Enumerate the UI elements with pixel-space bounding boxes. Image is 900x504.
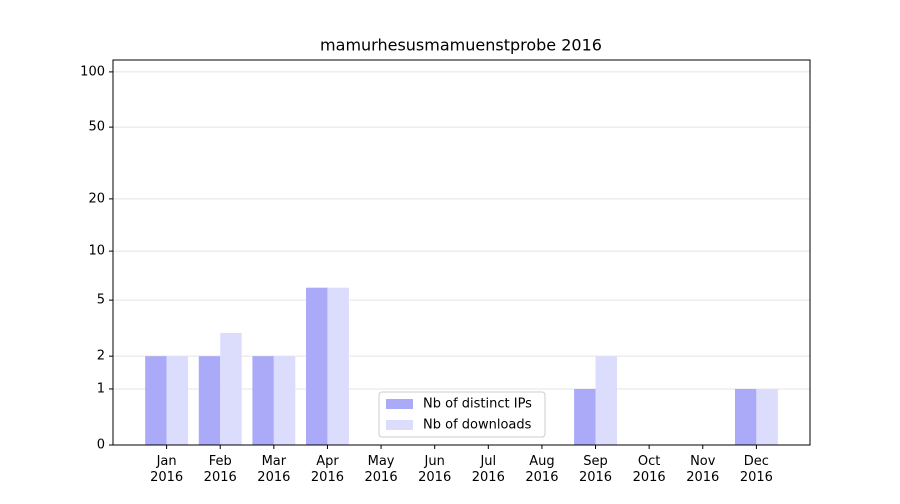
x-tick-label: Feb 2016 [204,454,237,485]
y-tick-label: 0 [97,438,105,453]
x-tick-label: Jan 2016 [150,454,183,485]
legend-swatch [386,420,413,430]
y-tick-label: 2 [97,349,105,364]
bar [756,388,778,445]
bar [198,356,221,445]
legend-frame [378,391,546,438]
plot-frame [112,59,811,446]
bar [220,332,242,445]
x-tick-label: Jun 2016 [418,454,451,485]
x-tick-label: Oct 2016 [633,454,666,485]
bar [273,356,296,445]
y-tick-label: 5 [97,293,105,308]
bar [574,388,596,445]
bar [306,287,328,445]
legend-label: Nb of distinct IPs [423,397,532,412]
x-tick-label: Apr 2016 [311,454,344,485]
x-tick-label: Dec 2016 [740,454,773,485]
x-tick-label: Nov 2016 [686,454,719,485]
bar [734,388,757,445]
bar [145,356,167,445]
y-tick-label: 20 [88,191,105,206]
x-tick-label: Aug 2016 [525,454,558,485]
x-tick-label: Jul 2016 [472,454,505,485]
bar [166,356,189,445]
y-tick-label: 50 [88,120,105,135]
legend: Nb of distinct IPs Nb of downloads [378,391,546,438]
legend-swatch [386,399,413,409]
x-tick-label: Sep 2016 [579,454,612,485]
y-tick-label: 100 [80,64,105,79]
legend-label: Nb of downloads [423,418,532,433]
y-tick-label: 1 [97,381,105,396]
bar [252,356,274,445]
x-tick-label: Mar 2016 [257,454,290,485]
bar [595,356,617,445]
bar [327,287,349,445]
x-tick-label: May 2016 [365,454,398,485]
y-tick-label: 10 [88,244,105,259]
chart-title: mamurhesusmamuenstprobe 2016 [320,36,602,55]
